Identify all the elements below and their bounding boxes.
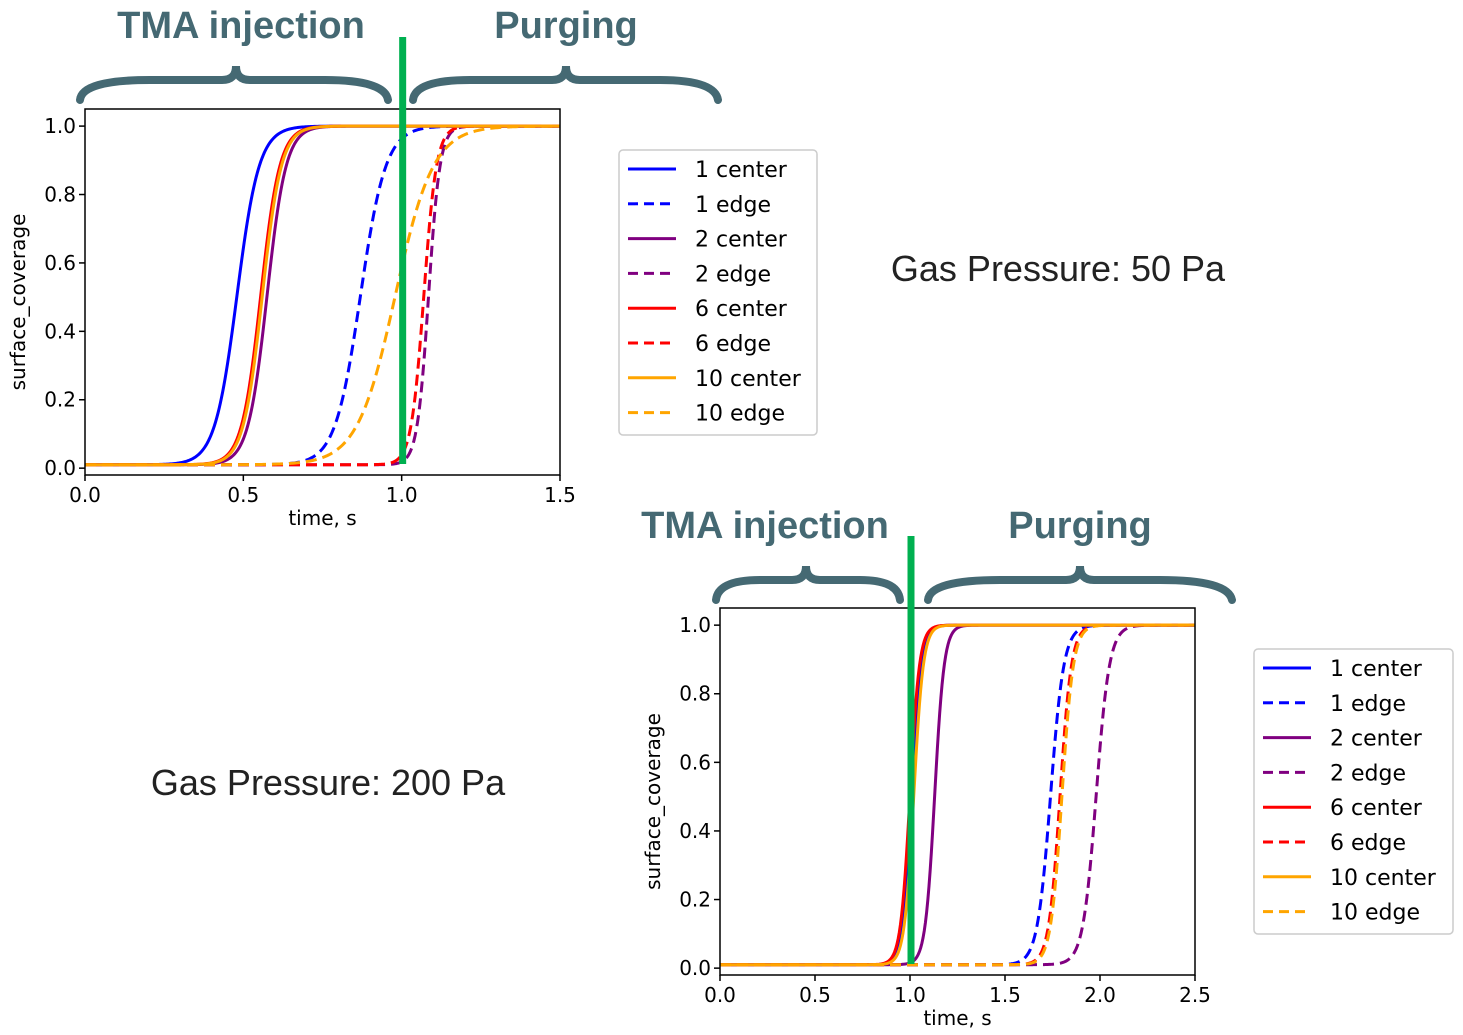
- series-line-2-edge: [85, 124, 560, 467]
- x-tick-label: 2.0: [1084, 983, 1116, 1007]
- y-tick-label: 0.6: [679, 750, 711, 774]
- series-line-2-center: [720, 623, 1195, 967]
- legend-entry: 6 edge: [695, 332, 771, 357]
- y-tick-label: 1.0: [679, 613, 711, 637]
- legend-entry: 2 center: [695, 228, 788, 253]
- legend-entry: 6 center: [1330, 796, 1423, 821]
- legend: 1 center 1 edge 2 center 2 edge 6 center 6 ed…: [1253, 648, 1454, 935]
- bottom-purging-brace: [924, 565, 1236, 604]
- y-tick-label: 0.4: [679, 819, 711, 843]
- x-axis-label: time, s: [288, 506, 356, 530]
- x-tick-label: 1.0: [386, 483, 418, 507]
- x-tick-label: 0.5: [227, 483, 259, 507]
- legend-entry: 2 edge: [1330, 761, 1406, 786]
- x-tick-label: 2.5: [1179, 983, 1211, 1007]
- y-tick-label: 0.8: [44, 183, 76, 207]
- x-tick-label: 0.0: [69, 483, 101, 507]
- legend-entry: 1 center: [1330, 657, 1423, 682]
- legend-entry: 10 edge: [695, 402, 785, 427]
- plot-frame: [719, 607, 1196, 976]
- legend-entry: 6 edge: [1330, 831, 1406, 856]
- y-tick-label: 0.0: [44, 456, 76, 480]
- legend-entry: 10 center: [695, 367, 802, 392]
- chart-top: 0.0 0.5 1.0 1.5 0.0 0.2 0.4 0.6 0.8 1.0 time, s sur…: [6, 37, 818, 530]
- legend-box: [1253, 648, 1454, 935]
- top-injection-label: TMA injection: [117, 5, 365, 47]
- legend: 1 center 1 edge 2 center 2 edge 6 center 6 ed…: [618, 149, 818, 436]
- y-tick-label: 0.4: [44, 319, 76, 343]
- y-tick-label: 0.2: [679, 888, 711, 912]
- y-tick-label: 0.2: [44, 388, 76, 412]
- series-line-1-center: [720, 623, 1195, 967]
- top-purging-label: Purging: [494, 5, 638, 47]
- legend-entry: 1 edge: [1330, 692, 1406, 717]
- legend-entry: 10 center: [1330, 866, 1437, 891]
- x-tick-label: 1.0: [894, 983, 926, 1007]
- y-tick-label: 0.0: [679, 956, 711, 980]
- top-purging-brace: [409, 65, 722, 104]
- series-line-6-center: [85, 124, 560, 467]
- x-tick-label: 1.5: [544, 483, 576, 507]
- bottom-purging-label: Purging: [1008, 505, 1152, 547]
- bottom-injection-label: TMA injection: [641, 505, 889, 547]
- plot-frame: [84, 108, 561, 476]
- legend-entry: 2 edge: [695, 262, 771, 287]
- series-line-1-edge: [85, 124, 560, 467]
- series-line-1-edge: [720, 623, 1195, 967]
- legend-entry: 2 center: [1330, 727, 1423, 752]
- series-line-1-center: [85, 124, 560, 467]
- series-line-6-edge: [720, 623, 1195, 967]
- legend-entry: 1 center: [695, 158, 788, 183]
- y-axis-label: surface_coverage: [641, 713, 665, 890]
- y-tick-label: 0.8: [679, 682, 711, 706]
- series-line-10-center: [85, 124, 560, 467]
- bottom-injection-brace: [712, 565, 904, 604]
- legend-box: [618, 149, 818, 436]
- y-tick-label: 0.6: [44, 251, 76, 275]
- legend-entry: 6 center: [695, 297, 788, 322]
- x-tick-label: 0.5: [799, 983, 831, 1007]
- pressure-200-label: Gas Pressure: 200 Pa: [151, 762, 506, 803]
- series-line-10-center: [720, 623, 1195, 967]
- series-line-6-edge: [85, 124, 560, 467]
- y-tick-label: 1.0: [44, 114, 76, 138]
- y-axis-label: surface_coverage: [6, 214, 30, 391]
- legend-entry: 1 edge: [695, 193, 771, 218]
- chart-bottom: 0.0 0.5 1.0 1.5 2.0 2.50.00.20.40.60.81.0time…: [641, 536, 1454, 1030]
- series-line-10-edge: [720, 623, 1195, 967]
- x-tick-label: 1.5: [989, 983, 1021, 1007]
- top-injection-brace: [76, 65, 392, 104]
- x-axis-label: time, s: [923, 1006, 991, 1030]
- x-tick-label: 0.0: [704, 983, 736, 1007]
- series-line-10-edge: [85, 124, 560, 467]
- series-line-2-edge: [720, 623, 1195, 967]
- pressure-50-label: Gas Pressure: 50 Pa: [891, 248, 1226, 289]
- series-line-2-center: [85, 124, 560, 467]
- series-line-6-center: [720, 623, 1195, 967]
- legend-entry: 10 edge: [1330, 901, 1420, 926]
